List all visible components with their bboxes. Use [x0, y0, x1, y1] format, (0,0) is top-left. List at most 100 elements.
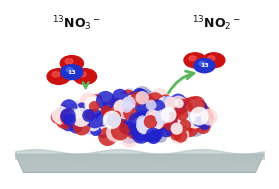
Point	[178, 128, 182, 131]
Point	[176, 120, 181, 123]
Point	[128, 102, 133, 105]
Circle shape	[189, 56, 196, 61]
Point	[143, 112, 148, 115]
Point	[140, 102, 145, 105]
Point	[132, 109, 136, 112]
Point	[80, 106, 84, 109]
Point	[195, 118, 199, 121]
Point	[181, 115, 186, 118]
Point	[126, 126, 130, 129]
Point	[90, 118, 94, 121]
Point	[129, 112, 134, 115]
Point	[182, 107, 187, 110]
Point	[143, 135, 147, 138]
Point	[194, 103, 199, 106]
Point	[135, 120, 140, 123]
Point	[126, 118, 130, 121]
Point	[147, 133, 151, 136]
Point	[182, 111, 187, 114]
Point	[179, 118, 183, 121]
Point	[136, 132, 141, 135]
Point	[127, 112, 132, 115]
Point	[142, 107, 146, 110]
Point	[160, 104, 164, 107]
Point	[76, 105, 80, 108]
Point	[140, 127, 144, 130]
Point	[135, 125, 140, 128]
Point	[140, 99, 145, 102]
Point	[91, 104, 96, 107]
Point	[117, 114, 122, 117]
Point	[120, 125, 124, 128]
Point	[157, 124, 162, 127]
Point	[132, 120, 136, 123]
Text: $^{13}$NO$_2$$^-$: $^{13}$NO$_2$$^-$	[193, 14, 241, 33]
Point	[121, 127, 126, 130]
Point	[152, 107, 157, 110]
Point	[118, 101, 122, 104]
Point	[197, 115, 202, 118]
Point	[148, 119, 153, 122]
Point	[162, 102, 167, 105]
Point	[159, 122, 163, 125]
Point	[134, 111, 139, 114]
Point	[107, 112, 112, 115]
Point	[158, 111, 162, 114]
Point	[141, 105, 146, 108]
Point	[83, 109, 88, 112]
Point	[58, 113, 62, 116]
Point	[171, 121, 175, 124]
Point	[140, 126, 144, 129]
Point	[203, 118, 208, 121]
Point	[198, 106, 203, 109]
Point	[123, 114, 128, 117]
Point	[109, 119, 114, 122]
Point	[164, 129, 168, 132]
Point	[200, 112, 205, 115]
Point	[101, 124, 106, 127]
Point	[106, 110, 110, 113]
Point	[150, 108, 154, 111]
Point	[185, 117, 189, 120]
Point	[171, 114, 175, 117]
Point	[140, 114, 145, 117]
Circle shape	[73, 69, 97, 84]
Point	[135, 112, 140, 115]
Point	[190, 104, 195, 107]
Point	[139, 95, 144, 98]
Point	[114, 120, 119, 123]
Point	[171, 102, 176, 105]
Point	[87, 113, 92, 116]
Point	[142, 124, 147, 127]
Point	[187, 114, 191, 117]
Point	[176, 100, 181, 103]
Point	[131, 113, 136, 116]
Point	[170, 126, 175, 129]
Point	[131, 112, 135, 115]
Point	[147, 128, 152, 131]
Point	[128, 112, 133, 115]
Point	[118, 130, 122, 133]
Point	[119, 99, 124, 102]
Point	[187, 110, 192, 113]
Point	[126, 114, 130, 117]
Point	[125, 107, 130, 110]
Point	[89, 120, 93, 123]
Point	[103, 120, 107, 123]
Point	[121, 112, 125, 115]
Point	[158, 96, 162, 99]
Point	[158, 119, 162, 122]
Point	[184, 117, 189, 120]
Point	[151, 124, 156, 127]
Point	[128, 94, 133, 98]
Point	[162, 103, 167, 106]
Point	[151, 117, 156, 120]
Point	[145, 124, 150, 127]
Point	[174, 127, 179, 130]
Point	[136, 104, 141, 107]
Point	[169, 101, 174, 104]
Point	[198, 119, 202, 122]
Point	[99, 115, 103, 118]
Point	[150, 115, 155, 118]
Point	[139, 108, 143, 112]
